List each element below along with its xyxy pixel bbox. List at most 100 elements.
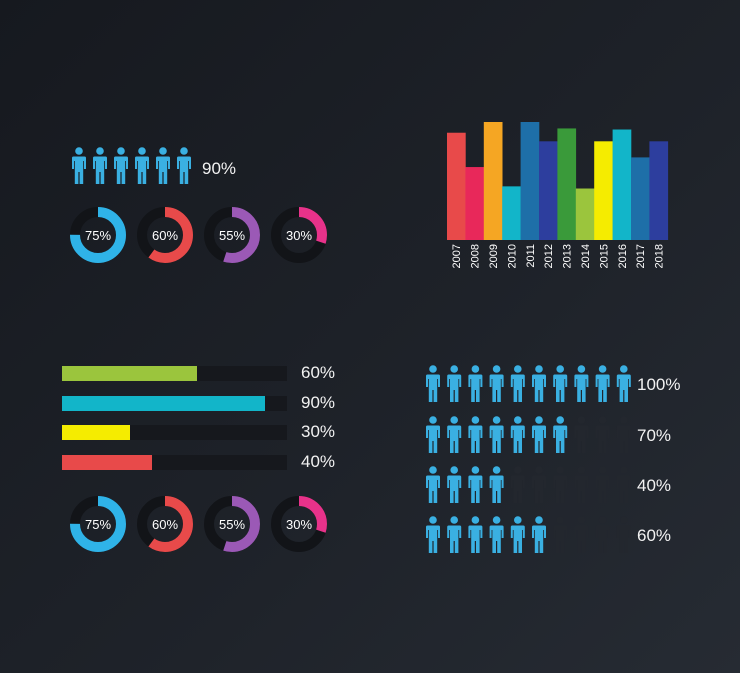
person-icon-inactive (553, 516, 568, 553)
person-icon (532, 365, 546, 402)
hbar-row: 60% (62, 363, 352, 382)
x-tick-label: 2016 (617, 244, 629, 268)
hbar-row: 40% (62, 451, 352, 471)
bar-2013 (557, 128, 577, 240)
hbar-percent-label: 90% (301, 392, 336, 412)
hbar-row: 90% (62, 392, 352, 412)
donut-percent-label: 75% (85, 517, 111, 532)
hbar-track (62, 395, 287, 411)
person-icon (510, 516, 525, 553)
person-icon (72, 147, 86, 184)
bar-2011 (520, 122, 540, 240)
person-icon (447, 365, 462, 402)
person-icon (447, 416, 462, 453)
person-icon (532, 416, 546, 453)
hbar-fill (62, 454, 152, 470)
x-tick-label: 2010 (506, 244, 518, 268)
person-icon-inactive (616, 466, 631, 503)
bottom-donut: 60% (137, 496, 193, 552)
donut-percent-label: 55% (219, 517, 245, 532)
person-icon (177, 147, 191, 184)
person-icon (489, 365, 504, 402)
person-icon (468, 416, 483, 453)
x-tick-label: 2008 (470, 244, 482, 268)
person-icon (426, 365, 440, 402)
person-icon (489, 466, 504, 503)
person-icon-inactive (574, 516, 589, 553)
person-icon (489, 516, 504, 553)
top-donut: 55% (204, 207, 260, 263)
person-icon-inactive (595, 416, 610, 453)
x-tick-label: 2017 (635, 244, 647, 268)
person-icon (114, 147, 128, 184)
x-tick-label: 2013 (562, 244, 574, 268)
bar-2010 (502, 186, 521, 240)
horizontal-progress-bars: 60% 90% 30% 40% (62, 363, 352, 476)
hbar-percent-label: 40% (301, 451, 336, 471)
x-tick-label: 2018 (654, 244, 666, 268)
hbar-percent-label: 60% (301, 363, 336, 382)
donut-row-top: 75% 60% 55% 30% (70, 207, 327, 263)
people-row: 60% (424, 515, 714, 555)
hbar-row: 30% (62, 422, 352, 441)
bar-2008 (465, 167, 485, 240)
person-icon-inactive (595, 516, 610, 553)
bar-2007 (447, 132, 466, 240)
x-tick-label: 2007 (451, 244, 463, 268)
bar-2015 (594, 141, 613, 240)
person-icon (468, 466, 483, 503)
bottom-donut: 75% (70, 496, 126, 552)
people-row: 100% (424, 364, 714, 404)
person-icon (574, 365, 589, 402)
person-icon (426, 466, 440, 503)
x-tick-label: 2012 (543, 244, 555, 268)
people-row-percent: 70% (637, 426, 672, 445)
person-icon-inactive (510, 466, 525, 503)
person-icon (426, 516, 440, 553)
person-icon (93, 147, 107, 184)
person-icon (135, 147, 149, 184)
person-icon (510, 365, 525, 402)
donut-arc (70, 207, 126, 263)
person-icon (616, 365, 631, 402)
hbar-track (62, 425, 287, 440)
bar-2009 (483, 122, 503, 240)
top-people-percent: 90% (202, 159, 237, 178)
year-bar-chart: 2007 2008 2009 2010 2011 2012 2013 2014 2015 2016… (447, 122, 669, 268)
donut-percent-label: 60% (152, 517, 178, 532)
people-row-icons (426, 416, 631, 453)
x-tick-label: 2009 (488, 244, 500, 268)
person-icon-inactive (616, 516, 631, 553)
person-icon-inactive (595, 466, 610, 503)
top-donut: 30% (271, 207, 327, 263)
bottom-donut: 55% (204, 496, 260, 552)
people-row: 40% (424, 465, 714, 505)
person-icon (468, 516, 483, 553)
donut-percent-label: 75% (85, 228, 111, 243)
top-people-group: 90% (70, 146, 250, 186)
donut-arc (137, 496, 193, 552)
donut-arc (271, 207, 327, 263)
hbar-track (62, 366, 287, 381)
person-icon (426, 416, 440, 453)
x-tick-label: 2011 (525, 244, 537, 268)
donut-percent-label: 55% (219, 228, 245, 243)
donut-arc (70, 496, 126, 552)
donut-arc (137, 207, 193, 263)
donut-percent-label: 30% (286, 517, 312, 532)
bar-2016 (612, 129, 632, 240)
person-icon-inactive (574, 466, 589, 503)
person-icon (510, 416, 525, 453)
person-icon-inactive (553, 466, 568, 503)
person-icon (468, 365, 483, 402)
bar-2014 (575, 188, 595, 240)
person-icon-inactive (574, 416, 589, 453)
donut-percent-label: 60% (152, 228, 178, 243)
person-icon (489, 416, 504, 453)
hbar-track (62, 454, 287, 470)
donut-arc (204, 496, 260, 552)
donut-arc (204, 207, 260, 263)
person-icon (553, 365, 568, 402)
person-icon-inactive (532, 466, 546, 503)
people-grid: 100% 70% 40% 60% (424, 364, 714, 564)
